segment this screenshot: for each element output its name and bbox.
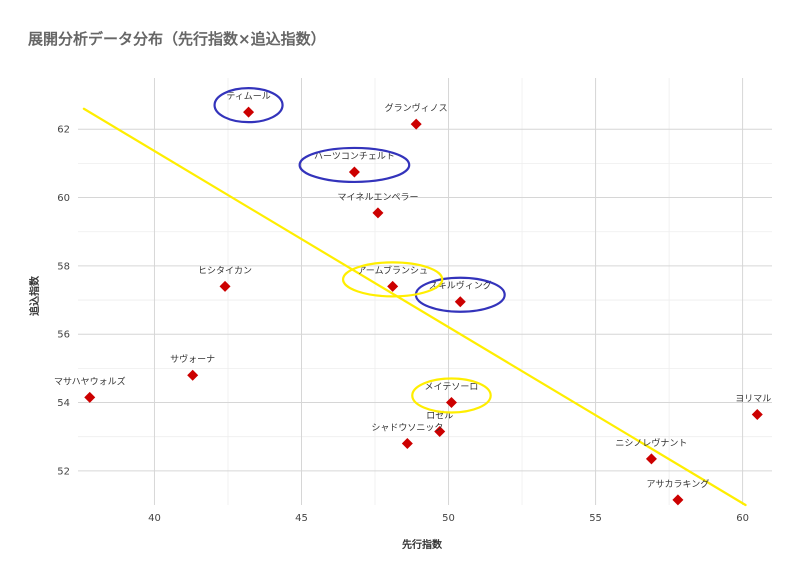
data-point: [187, 369, 199, 381]
data-point: [243, 106, 255, 118]
data-point: [672, 494, 684, 506]
point-label: スキルヴィング: [429, 280, 492, 292]
chart-title: 展開分析データ分布（先行指数×追込指数）: [28, 30, 326, 48]
point-label: ティムール: [226, 91, 270, 102]
point-label: マイネルエンペラー: [337, 192, 418, 203]
data-point: [751, 408, 763, 420]
highlight-ellipse: [341, 261, 444, 298]
x-tick-label: 60: [736, 513, 749, 524]
trend-line-layer: [82, 107, 747, 507]
point-label: ニシノレヴナント: [615, 437, 687, 449]
point-label: マサハヤウォルズ: [54, 375, 126, 387]
data-point: [387, 280, 399, 292]
data-points: [84, 106, 763, 506]
point-label: アサカラキング: [647, 478, 710, 490]
x-axis-title: 先行指数: [402, 538, 443, 551]
highlight-ellipses: [213, 87, 506, 414]
y-axis-title: 追込指数: [28, 275, 41, 316]
y-tick-label: 52: [57, 466, 70, 477]
y-tick-label: 54: [57, 398, 70, 409]
data-point: [645, 453, 657, 465]
point-label: ヒシタイカン: [198, 265, 252, 276]
highlight-ellipse: [298, 146, 411, 184]
point-label: ハーツコンチェルト: [314, 151, 395, 162]
y-tick-label: 60: [57, 193, 70, 204]
data-point: [434, 426, 446, 438]
y-tick-label: 56: [57, 330, 70, 341]
data-point: [219, 280, 231, 292]
data-point: [410, 118, 422, 130]
data-point: [372, 207, 384, 219]
point-label: アームブランシュ: [357, 264, 428, 276]
point-label: サヴォーナ: [170, 353, 215, 365]
data-point: [401, 438, 413, 450]
data-point: [454, 296, 466, 308]
x-tick-label: 55: [589, 513, 602, 524]
x-tick-label: 50: [442, 513, 455, 524]
x-tick-label: 45: [295, 513, 308, 524]
highlight-ellipse: [213, 87, 284, 124]
y-tick-label: 58: [57, 261, 70, 272]
y-tick-label: 62: [57, 125, 70, 136]
highlight-ellipse: [411, 377, 492, 414]
point-label: ヨリマル: [735, 394, 771, 404]
data-point: [84, 391, 96, 403]
data-point: [348, 166, 360, 178]
x-tick-label: 40: [148, 513, 161, 524]
data-point: [445, 397, 457, 409]
grid: [78, 78, 772, 505]
tick-labels: 40 45 50 55 60 52 54 56 58 60 62: [57, 125, 749, 524]
point-label: グランヴィノス: [385, 102, 448, 114]
point-label: メイテソーロ: [425, 382, 479, 393]
trend-line: [82, 107, 747, 507]
point-label: シャドウソニック: [371, 423, 443, 434]
